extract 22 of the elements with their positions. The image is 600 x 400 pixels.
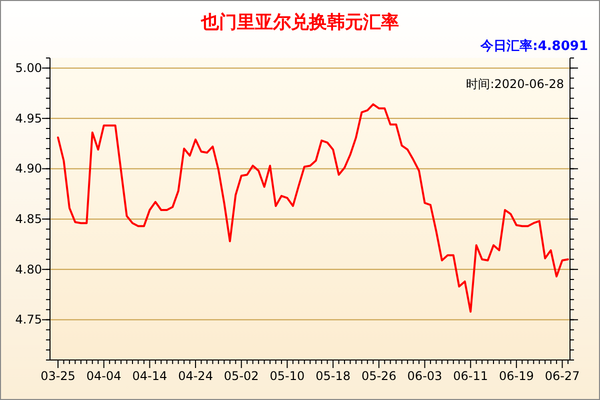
text: 今日汇率:4.8091 bbox=[480, 38, 588, 54]
x-tick-label: 05-02 bbox=[224, 369, 259, 383]
y-tick-label: 4.85 bbox=[15, 212, 42, 226]
x-tick-label: 06-03 bbox=[407, 369, 442, 383]
x-tick-label: 03-25 bbox=[40, 369, 76, 383]
y-tick-label: 4.80 bbox=[15, 262, 42, 276]
x-tick-label: 06-27 bbox=[544, 369, 580, 383]
x-tick-label: 05-10 bbox=[270, 369, 305, 383]
y-tick-label: 4.75 bbox=[15, 312, 42, 327]
x-tick-label: 04-14 bbox=[132, 369, 168, 383]
y-tick-label: 5.00 bbox=[15, 61, 42, 76]
x-tick-label: 04-24 bbox=[178, 369, 213, 383]
x-tick-label: 05-26 bbox=[361, 369, 396, 383]
y-tick-label: 4.95 bbox=[15, 111, 42, 126]
x-tick-label: 04-04 bbox=[86, 369, 122, 383]
x-tick-label: 06-19 bbox=[498, 369, 534, 383]
annotation: 时间:2020-06-28 bbox=[466, 77, 564, 91]
line-series bbox=[57, 103, 569, 313]
chart-title: 也门里亚尔兑换韩元汇率 bbox=[200, 12, 399, 33]
y-tick-label: 4.90 bbox=[15, 162, 42, 176]
x-tick-label: 06-11 bbox=[453, 369, 488, 383]
x-tick-label: 05-18 bbox=[316, 369, 350, 383]
